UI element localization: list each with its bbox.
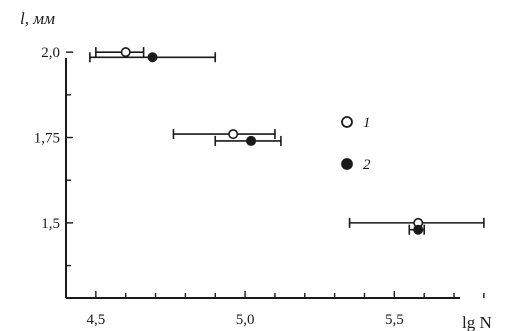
- legend-marker-2: [341, 158, 353, 170]
- point-series-2: [413, 224, 424, 235]
- point-series-1: [228, 129, 239, 140]
- x-tick-label: 5,0: [236, 312, 255, 328]
- point-series-2: [147, 52, 158, 63]
- x-tick-label: 4,5: [86, 312, 105, 328]
- point-series-1: [120, 47, 131, 58]
- legend-marker-1: [341, 116, 353, 128]
- error-bars: [89, 47, 485, 235]
- x-tick-label: 5,5: [385, 312, 404, 328]
- x-axis-label: lg N: [462, 313, 492, 331]
- y-tick-label: 2,0: [41, 45, 60, 61]
- y-tick-label: 1,5: [41, 216, 60, 232]
- legend: 12: [341, 115, 371, 173]
- legend-label-1: 1: [363, 115, 371, 131]
- y-axis-label: l, мм: [20, 9, 55, 28]
- point-series-2: [246, 135, 257, 146]
- data-points: [120, 47, 424, 235]
- axes: [65, 58, 460, 299]
- x-ticks: 4,5 5,0 5,5: [86, 291, 485, 328]
- y-tick-label: 1,75: [34, 131, 60, 147]
- y-ticks: 2,0 1,75 1,5: [34, 45, 73, 267]
- legend-label-2: 2: [363, 157, 371, 173]
